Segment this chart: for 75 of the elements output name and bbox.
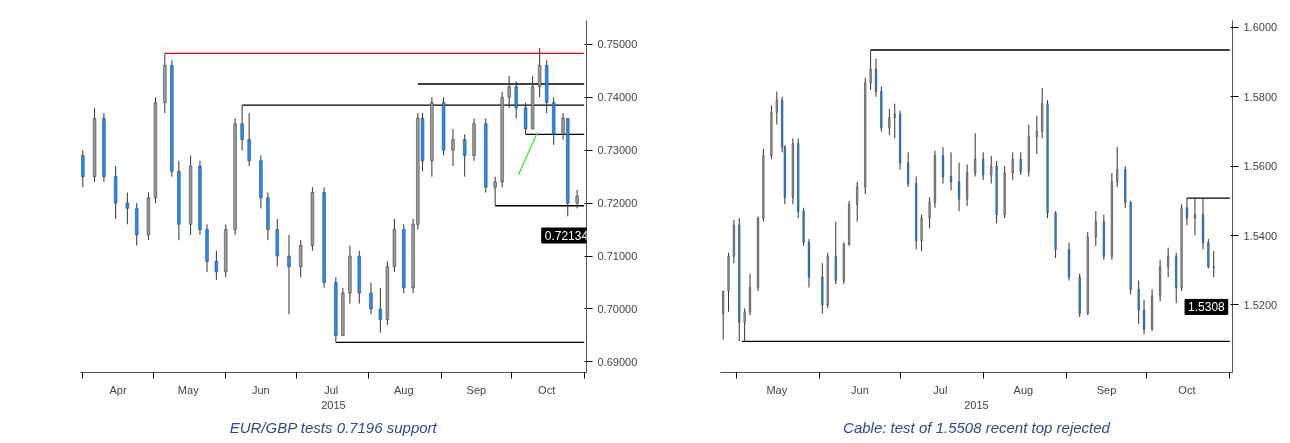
candlestick bbox=[507, 75, 511, 109]
candlestick bbox=[775, 91, 778, 126]
text: EUR/GBP tests 0.7196 support bbox=[229, 418, 438, 436]
x-tick-label: Jul bbox=[933, 383, 948, 396]
x-tick-label: Apr bbox=[109, 383, 127, 396]
candlestick bbox=[247, 112, 251, 167]
candlestick bbox=[81, 149, 85, 188]
y-tick-label: 1.5200 bbox=[1243, 298, 1278, 311]
candlestick bbox=[990, 155, 993, 184]
candlestick bbox=[1167, 247, 1170, 278]
candlestick bbox=[1185, 197, 1188, 226]
candlestick bbox=[722, 290, 725, 341]
candlestick bbox=[1019, 151, 1022, 176]
y-tick-label: 0.74000 bbox=[597, 91, 638, 104]
candlestick bbox=[874, 58, 878, 98]
candlestick bbox=[1212, 250, 1215, 278]
annotation: 1.5308 bbox=[1188, 300, 1226, 315]
y-tick-label: 0.71000 bbox=[597, 250, 638, 263]
y-tick-label: 0.72000 bbox=[597, 197, 638, 210]
x-tick-label: Aug bbox=[393, 383, 414, 396]
candlestick bbox=[1142, 299, 1146, 335]
candlestick bbox=[958, 162, 961, 212]
x-tick-label: May bbox=[177, 383, 200, 396]
x-axis-title: 2015 bbox=[964, 398, 989, 411]
candlestick bbox=[378, 287, 383, 334]
candlestick bbox=[493, 176, 497, 206]
text: Cable: test of 1.5508 recent top rejected bbox=[843, 418, 1111, 436]
y-tick-label: 1.5400 bbox=[1243, 229, 1278, 242]
candlestick bbox=[856, 181, 859, 223]
candlestick bbox=[240, 104, 244, 151]
candlestick bbox=[974, 132, 977, 178]
candlestick bbox=[869, 49, 872, 91]
x-tick-label: May bbox=[766, 383, 788, 396]
candlestick bbox=[1094, 210, 1097, 247]
candlestick bbox=[949, 151, 953, 191]
candlestick bbox=[299, 239, 303, 278]
candlestick bbox=[1011, 151, 1014, 181]
candlestick bbox=[743, 307, 746, 342]
candlestick bbox=[463, 133, 467, 178]
candlestick bbox=[514, 80, 518, 119]
candlestick bbox=[451, 128, 455, 167]
x-tick-label: Sep bbox=[1096, 383, 1117, 396]
y-tick-label: 1.5800 bbox=[1243, 90, 1278, 103]
candlestick bbox=[125, 192, 130, 225]
candlestick bbox=[287, 234, 291, 315]
candlestick bbox=[982, 151, 985, 181]
candlestick bbox=[1116, 146, 1119, 188]
x-tick-label: Sep bbox=[466, 383, 487, 396]
y-tick-label: 1.6000 bbox=[1243, 21, 1278, 34]
y-tick-label: 0.73000 bbox=[597, 144, 638, 157]
x-tick-label: Aug bbox=[1013, 383, 1034, 396]
candlestick bbox=[1035, 115, 1038, 155]
candlestick bbox=[920, 214, 923, 252]
y-tick-label: 0.70000 bbox=[597, 302, 638, 315]
candlestick bbox=[214, 250, 219, 281]
candlestick bbox=[1137, 280, 1140, 325]
candlestick bbox=[523, 102, 528, 135]
candlestick bbox=[888, 108, 891, 136]
candlestick bbox=[893, 103, 896, 139]
candlestick bbox=[575, 189, 579, 209]
x-tick-label: Oct bbox=[1178, 383, 1196, 396]
candlestick bbox=[928, 196, 931, 230]
x-tick-label: Oct bbox=[538, 383, 556, 396]
candlestick bbox=[369, 282, 373, 315]
x-axis-title: 2015 bbox=[321, 398, 346, 411]
candlestick bbox=[1193, 197, 1197, 237]
x-tick-label: Jun bbox=[851, 383, 869, 396]
x-tick-label: Jun bbox=[252, 383, 270, 396]
candlestick bbox=[941, 146, 945, 184]
candlestick bbox=[537, 47, 542, 98]
y-tick-label: 0.69000 bbox=[597, 355, 638, 368]
x-tick-label: Jul bbox=[324, 383, 339, 396]
candlestick bbox=[907, 151, 910, 188]
y-tick-label: 0.75000 bbox=[597, 38, 638, 51]
y-tick-label: 1.5600 bbox=[1243, 160, 1278, 173]
